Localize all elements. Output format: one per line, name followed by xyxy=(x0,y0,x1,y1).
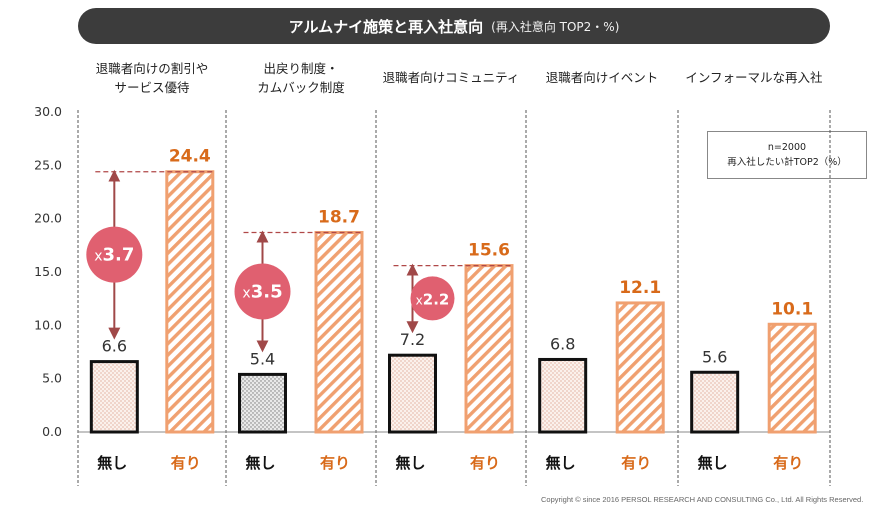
group-label-with: 有り xyxy=(470,454,500,472)
bar-value-label-none: 5.6 xyxy=(702,347,727,366)
ratio-badge-label: x3.5 xyxy=(242,281,282,302)
bar-value-label-none: 6.6 xyxy=(102,337,127,356)
group-label-with: 有り xyxy=(773,454,803,472)
bar-value-label-with: 12.1 xyxy=(619,278,661,298)
bar-with xyxy=(617,303,663,432)
bar-none xyxy=(91,362,137,432)
y-tick-label: 20.0 xyxy=(34,211,62,226)
group-label-none: 無し xyxy=(546,454,576,472)
bar-none xyxy=(240,374,286,432)
bar-none xyxy=(540,359,586,432)
group-label-none: 無し xyxy=(97,454,127,472)
y-tick-label: 5.0 xyxy=(42,371,62,386)
bar-value-label-with: 24.4 xyxy=(169,147,211,167)
group-label-with: 有り xyxy=(621,454,651,472)
bar-none xyxy=(692,372,738,432)
group-label-with: 有り xyxy=(320,454,350,472)
group-label-none: 無し xyxy=(698,454,728,472)
bar-value-label-with: 15.6 xyxy=(468,241,510,261)
bar-with xyxy=(466,266,512,432)
bar-value-label-none: 7.2 xyxy=(400,330,425,349)
bar-value-label-none: 5.4 xyxy=(250,349,275,368)
ratio-badge-label: x2.2 xyxy=(416,290,450,308)
bar-with xyxy=(316,233,362,432)
y-tick-label: 25.0 xyxy=(34,157,62,172)
bar-none xyxy=(390,355,436,432)
y-tick-label: 10.0 xyxy=(34,317,62,332)
bar-value-label-none: 6.8 xyxy=(550,334,575,353)
y-tick-label: 30.0 xyxy=(34,104,62,119)
group-label-none: 無し xyxy=(395,454,425,472)
bar-value-label-with: 18.7 xyxy=(318,208,360,228)
bar-with xyxy=(769,324,815,432)
y-tick-label: 15.0 xyxy=(34,264,62,279)
ratio-badge-label: x3.7 xyxy=(94,245,134,266)
bar-value-label-with: 10.1 xyxy=(771,299,813,319)
bar-with xyxy=(167,172,213,432)
group-label-none: 無し xyxy=(245,454,275,472)
group-label-with: 有り xyxy=(171,454,201,472)
copyright-text: Copyright © since 2016 PERSOL RESEARCH A… xyxy=(541,495,863,504)
y-tick-label: 0.0 xyxy=(42,424,62,439)
bar-chart: 0.05.010.015.020.025.030.0 x3.7x3.5 x2.2 … xyxy=(0,0,886,517)
